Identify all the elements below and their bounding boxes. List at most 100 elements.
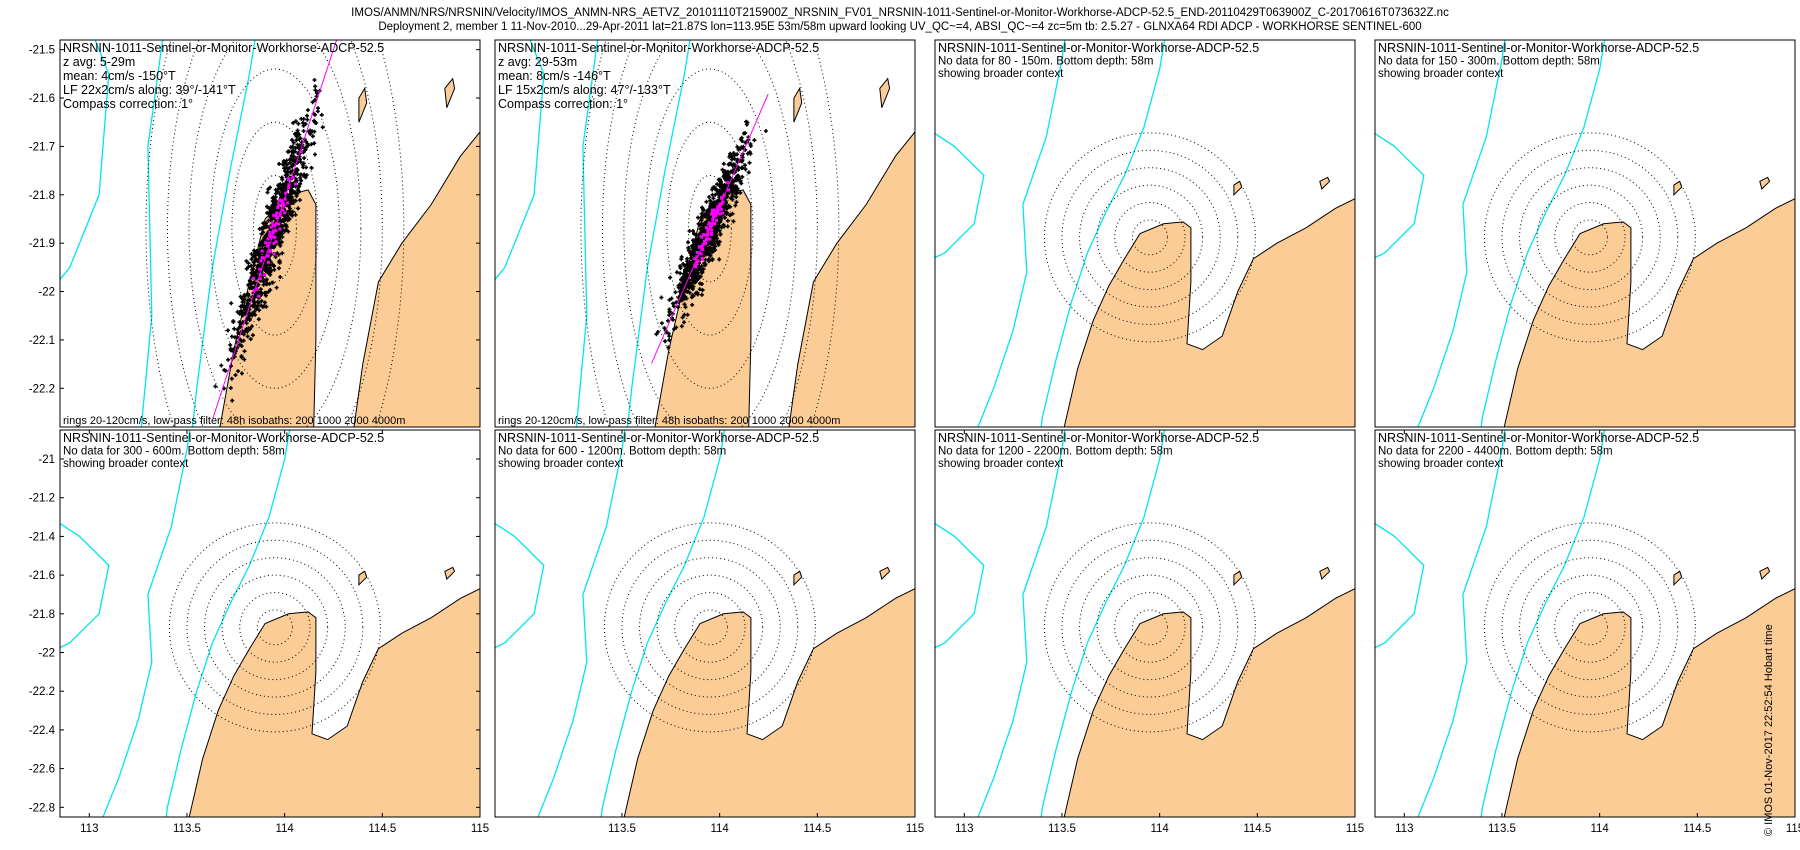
velocity-point: [720, 167, 725, 172]
velocity-point: [714, 224, 719, 229]
velocity-point: [676, 283, 681, 288]
x-tick-label: 113.5: [608, 823, 636, 835]
velocity-point: [744, 122, 749, 127]
velocity-point: [297, 132, 302, 137]
panel-footer: rings 20-120cm/s, low-pass filter: 48h i…: [63, 415, 405, 427]
panel-info-line: z avg: 5-29m: [63, 55, 135, 69]
velocity-point: [313, 98, 317, 102]
velocity-point: [273, 255, 278, 259]
velocity-point: [691, 238, 695, 243]
velocity-point: [666, 331, 671, 336]
velocity-point: [286, 229, 291, 234]
velocity-ring: [1571, 609, 1608, 646]
lowpass-point: [269, 225, 273, 229]
velocity-point: [722, 215, 727, 220]
velocity-point: [235, 335, 240, 340]
velocity-point: [666, 318, 670, 323]
lowpass-point: [700, 256, 704, 260]
y-tick-label: -22.2: [29, 383, 55, 395]
y-tick-label: -22.6: [29, 764, 55, 776]
velocity-point: [711, 202, 716, 207]
velocity-point: [684, 275, 689, 280]
y-tick-label: -22.4: [29, 725, 56, 737]
lowpass-point: [284, 191, 288, 195]
velocity-point: [752, 138, 757, 143]
lowpass-point: [278, 199, 282, 203]
lowpass-point: [707, 221, 711, 225]
lowpass-point: [706, 237, 710, 241]
velocity-ring: [204, 557, 346, 698]
isobath-line: [1375, 522, 1425, 649]
velocity-point: [296, 184, 301, 189]
lowpass-point: [720, 195, 724, 199]
velocity-point: [312, 141, 317, 146]
lowpass-point: [695, 259, 699, 263]
velocity-point: [739, 159, 744, 164]
panel-plot-area: [1375, 40, 1795, 427]
velocity-point: [733, 175, 738, 180]
velocity-point: [276, 231, 281, 236]
velocity-ring: [1131, 609, 1168, 646]
velocity-point: [703, 262, 708, 267]
velocity-point: [711, 196, 716, 201]
velocity-point: [284, 158, 289, 163]
velocity-point: [693, 276, 698, 281]
velocity-point: [297, 137, 302, 141]
lowpass-point: [291, 176, 295, 180]
velocity-point: [739, 181, 744, 186]
velocity-point: [305, 117, 310, 122]
isobath-line: [165, 430, 291, 817]
lowpass-point: [286, 201, 290, 205]
velocity-point: [266, 211, 271, 216]
velocity-point: [703, 229, 708, 234]
lowpass-point: [712, 213, 716, 217]
panel-info-line: No data for 2200 - 4400m. Bottom depth: …: [1378, 446, 1613, 458]
velocity-point: [296, 121, 301, 126]
velocity-point: [720, 186, 725, 191]
isobath-line: [977, 430, 1066, 817]
lowpass-point: [259, 277, 263, 281]
velocity-point: [718, 216, 723, 221]
velocity-point: [246, 326, 251, 331]
island: [793, 86, 803, 123]
velocity-point: [309, 142, 314, 147]
velocity-point: [693, 280, 698, 285]
velocity-point: [259, 299, 264, 304]
velocity-point: [696, 215, 700, 220]
velocity-point: [655, 330, 660, 334]
velocity-point: [236, 369, 241, 374]
principal-axis-line: [212, 40, 338, 419]
isobath-line: [191, 40, 256, 427]
velocity-point: [246, 283, 251, 287]
velocity-point: [678, 266, 683, 271]
island: [1233, 570, 1243, 586]
velocity-point: [715, 241, 720, 246]
isobath-line: [977, 40, 1066, 427]
velocity-point: [735, 152, 740, 157]
x-tick-label: 113.5: [1488, 823, 1516, 835]
velocity-point: [295, 191, 299, 196]
lowpass-point: [699, 252, 703, 256]
velocity-point: [262, 224, 266, 229]
velocity-point: [287, 149, 291, 154]
y-tick-label: -21.9: [29, 238, 55, 250]
velocity-point: [676, 305, 680, 310]
velocity-point: [727, 155, 732, 159]
lowpass-point: [711, 217, 715, 221]
velocity-point: [733, 203, 738, 208]
velocity-point: [740, 155, 745, 160]
velocity-ring: [1536, 184, 1644, 291]
velocity-point: [283, 169, 287, 173]
lowpass-point: [281, 208, 285, 212]
velocity-point: [274, 285, 279, 290]
figure-header: IMOS/ANMN/NRS/NRSNIN/Velocity/IMOS_ANMN-…: [0, 6, 1800, 34]
velocity-point: [268, 272, 273, 277]
velocity-point: [682, 320, 686, 325]
velocity-ring: [252, 174, 297, 283]
velocity-ring: [1519, 167, 1661, 308]
lowpass-point: [712, 211, 716, 215]
velocity-ring: [623, 40, 797, 427]
header-file-line: IMOS/ANMN/NRS/NRSNIN/Velocity/IMOS_ANMN-…: [351, 7, 1449, 19]
velocity-point: [662, 326, 667, 331]
lowpass-point: [704, 237, 708, 241]
